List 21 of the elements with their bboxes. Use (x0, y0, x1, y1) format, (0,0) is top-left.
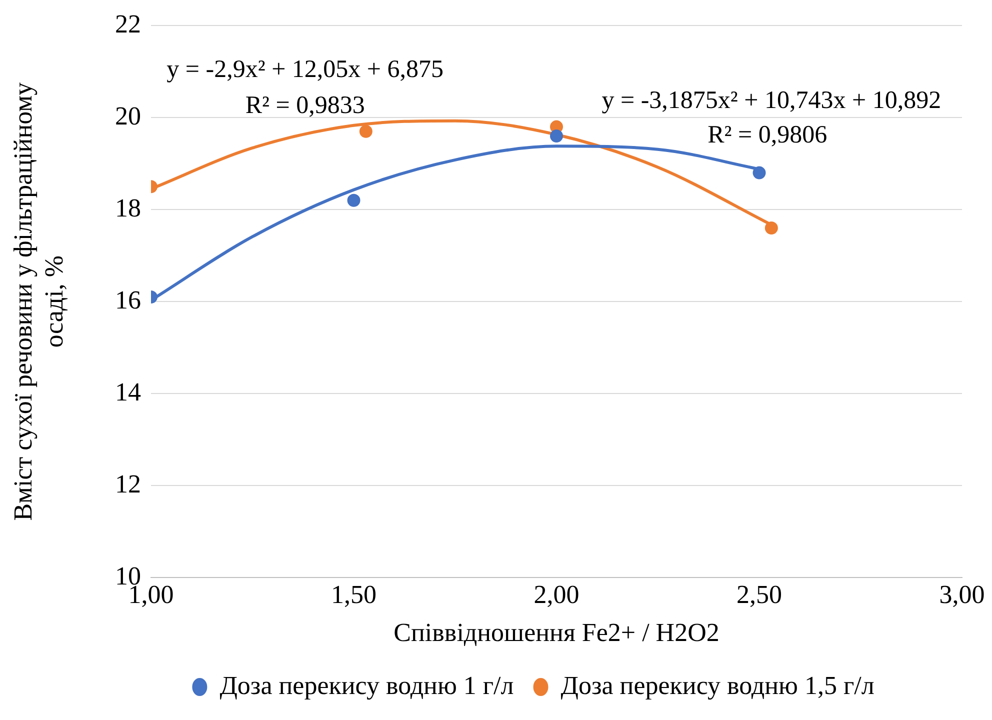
point (347, 194, 360, 207)
legend-label: Доза перекису водню 1 г/л (220, 670, 514, 700)
y-tick-label: 20 (115, 101, 141, 130)
y-tick-label: 18 (115, 193, 141, 222)
point (764, 222, 778, 234)
x-tick-label: 3,00 (939, 580, 985, 610)
point (752, 166, 766, 180)
y-tick-label: 12 (115, 469, 141, 498)
x-tick-label: 2,50 (736, 580, 782, 610)
annotation: y = -3,1875x² + 10,743x + 10,892 R² = 0,9806 (602, 87, 942, 149)
point (550, 130, 563, 142)
y-axis-title: Вміст сухої речовини у фільтраційному осаді, % (8, 82, 68, 521)
x-axis-title: Співвідношення Fe2+ / H2O2 (394, 618, 720, 648)
y-tick-label: 16 (115, 285, 141, 314)
legend-label: Доза перекису водню 1,5 г/л (560, 670, 874, 700)
y-tick-label: 14 (115, 377, 141, 406)
point (359, 124, 372, 138)
x-tick-label: 1,50 (331, 580, 376, 610)
annotation: y = -2,9x² + 12,05x + 6,875 R² = 0,9833 (166, 56, 444, 120)
y-tick-label: 22 (115, 9, 141, 38)
x-tick-label: 2,00 (534, 580, 580, 610)
